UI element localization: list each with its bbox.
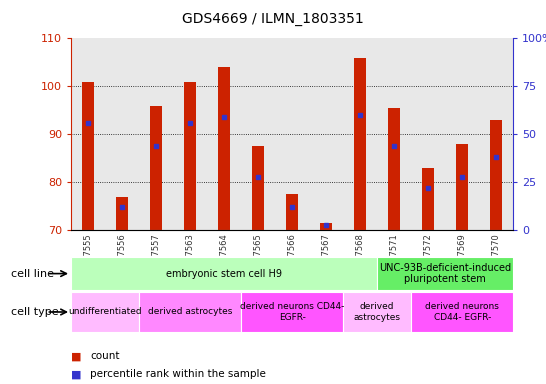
Bar — [343, 292, 411, 332]
Bar — [71, 257, 377, 290]
Bar — [286, 194, 298, 230]
Text: cell type: cell type — [11, 307, 58, 317]
Bar — [354, 58, 366, 230]
Text: ■: ■ — [71, 369, 81, 379]
Bar — [377, 257, 513, 290]
Bar — [252, 146, 264, 230]
Bar — [184, 81, 196, 230]
Bar — [422, 168, 434, 230]
Bar — [320, 223, 332, 230]
Bar — [139, 292, 241, 332]
Text: derived neurons CD44-
EGFR-: derived neurons CD44- EGFR- — [240, 302, 345, 322]
Text: derived
astrocytes: derived astrocytes — [354, 302, 401, 322]
Text: undifferentiated: undifferentiated — [68, 308, 142, 316]
Bar — [71, 292, 139, 332]
Bar — [456, 144, 468, 230]
Text: count: count — [90, 351, 120, 361]
Text: embryonic stem cell H9: embryonic stem cell H9 — [166, 268, 282, 279]
Bar — [411, 292, 513, 332]
Text: derived neurons
CD44- EGFR-: derived neurons CD44- EGFR- — [425, 302, 499, 322]
Bar — [116, 197, 128, 230]
Bar — [490, 120, 502, 230]
Text: derived astrocytes: derived astrocytes — [148, 308, 232, 316]
Text: cell line: cell line — [11, 268, 54, 279]
Text: percentile rank within the sample: percentile rank within the sample — [90, 369, 266, 379]
Bar — [82, 81, 94, 230]
Bar — [218, 67, 230, 230]
Text: UNC-93B-deficient-induced
pluripotent stem: UNC-93B-deficient-induced pluripotent st… — [379, 263, 511, 285]
Bar — [150, 106, 162, 230]
Text: ■: ■ — [71, 351, 81, 361]
Bar — [241, 292, 343, 332]
Text: GDS4669 / ILMN_1803351: GDS4669 / ILMN_1803351 — [182, 12, 364, 25]
Bar — [388, 108, 400, 230]
